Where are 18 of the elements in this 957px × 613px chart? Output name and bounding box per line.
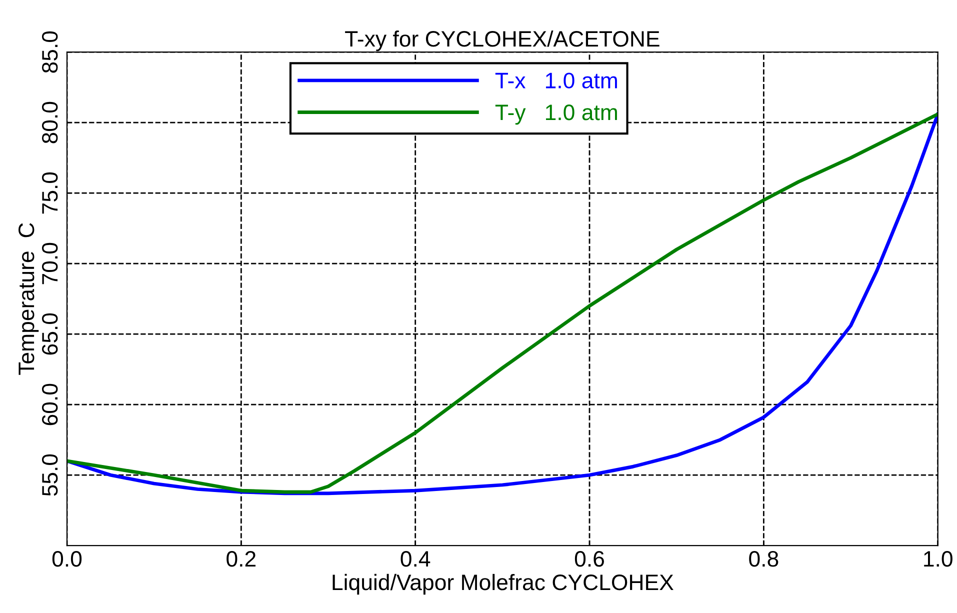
y-axis-title: Temperature C bbox=[18, 223, 39, 375]
y-tick-label: 75.0 bbox=[42, 172, 58, 214]
y-tick-label: 80.0 bbox=[42, 102, 58, 144]
x-tick-label: 1.0 bbox=[924, 551, 952, 567]
y-tick-label: 60.0 bbox=[42, 384, 58, 426]
x-tick-label: 0.4 bbox=[400, 551, 430, 567]
x-axis-title: Liquid/Vapor Molefrac CYCLOHEX bbox=[332, 574, 674, 595]
text: T-y 1.0 atm bbox=[495, 104, 617, 125]
y-tick-label: 55.0 bbox=[42, 454, 58, 496]
chart-title: T-xy for CYCLOHEX/ACETONE bbox=[345, 30, 660, 52]
y-tick-label: 85.0 bbox=[42, 31, 58, 73]
x-tick-label: 0.8 bbox=[749, 551, 778, 567]
x-tick-label: 0.2 bbox=[226, 551, 256, 567]
y-tick-label: 65.0 bbox=[42, 313, 58, 355]
y-tick-label: 70.0 bbox=[42, 242, 58, 284]
text: T-x 1.0 atm bbox=[495, 72, 617, 88]
x-tick-label: 0.0 bbox=[52, 551, 82, 567]
x-tick-label: 0.6 bbox=[574, 551, 604, 567]
